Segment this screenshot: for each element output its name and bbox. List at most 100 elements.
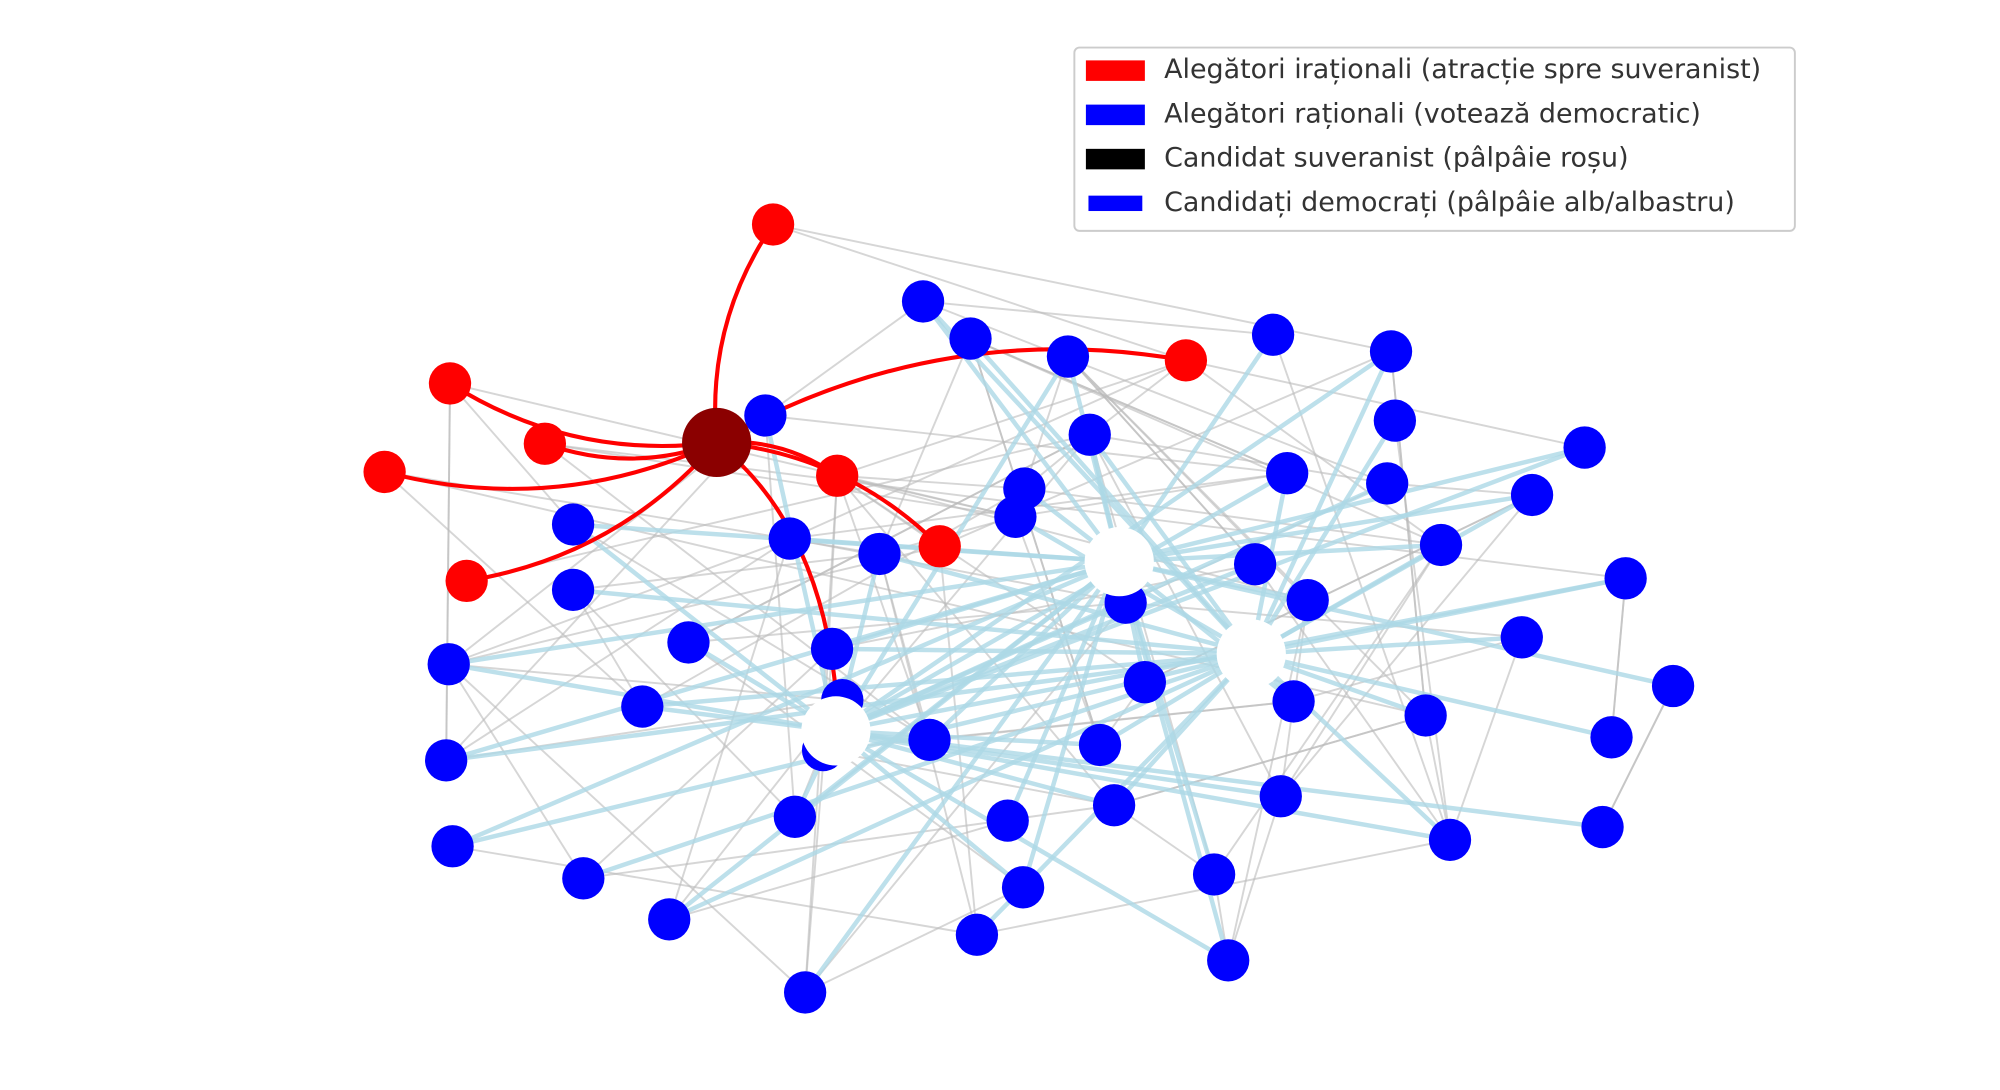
edge-democratic xyxy=(1118,559,1674,689)
rational-voter xyxy=(1500,616,1543,659)
rational-voter xyxy=(1286,578,1329,622)
edge-democratic xyxy=(571,522,838,733)
edge xyxy=(1449,636,1523,841)
edge-democratic xyxy=(1117,333,1275,563)
edge xyxy=(445,537,791,762)
irrational-voter xyxy=(523,422,567,465)
edge xyxy=(922,300,1388,485)
rational-voter xyxy=(1272,680,1315,723)
edge-democratic xyxy=(445,559,1120,763)
edge-democratic xyxy=(763,415,839,732)
edge xyxy=(1213,544,1442,876)
rational-voter xyxy=(1590,716,1633,759)
edge-democratic xyxy=(835,562,1256,733)
rational-voter xyxy=(427,643,470,686)
edge xyxy=(772,223,1392,353)
democratic-candidate xyxy=(801,696,871,766)
democratic-candidate xyxy=(1084,527,1154,597)
legend-label: Candidați democrați (pâlpâie alb/albastr… xyxy=(1164,187,1735,218)
legend-swatch xyxy=(1085,104,1145,126)
edge-democratic xyxy=(834,600,1127,733)
edge-democratic xyxy=(1249,419,1397,656)
edge-democratic xyxy=(1117,561,1231,961)
legend-label: Alegători iraționali (atracție spre suve… xyxy=(1164,54,1761,85)
edge xyxy=(383,471,643,708)
edge-democratic xyxy=(1087,433,1254,656)
rational-voter xyxy=(1419,523,1463,567)
rational-voter xyxy=(744,394,787,437)
rational-voter xyxy=(1366,462,1409,505)
edge xyxy=(1089,433,1388,485)
edge xyxy=(804,886,1024,994)
sovereignist-candidate xyxy=(682,407,752,478)
edge xyxy=(448,545,940,666)
rational-voter xyxy=(1233,543,1277,586)
edge xyxy=(448,663,806,994)
irrational-voter xyxy=(816,454,859,497)
edge-democratic xyxy=(1119,542,1442,564)
edge-democratic xyxy=(451,559,1121,849)
edge xyxy=(1067,355,1256,565)
edge-democratic xyxy=(834,728,1230,963)
rational-voter xyxy=(1123,661,1167,704)
legend-swatch xyxy=(1085,148,1145,170)
edge xyxy=(1293,636,1523,703)
rational-voter xyxy=(1092,784,1136,827)
edge xyxy=(836,474,1308,602)
edge xyxy=(1601,685,1674,828)
edge xyxy=(641,487,1025,708)
rational-voter xyxy=(431,825,474,868)
rational-voter xyxy=(1404,694,1447,737)
rational-voter xyxy=(1428,818,1472,862)
rational-voter xyxy=(1266,452,1309,495)
democratic-candidate xyxy=(1216,619,1286,689)
rational-voter xyxy=(648,898,691,941)
legend-label: Candidat suveranist (pâlpâie roșu) xyxy=(1164,143,1629,174)
rational-voter xyxy=(1563,426,1606,469)
irrational-voter xyxy=(363,450,406,494)
rational-voter xyxy=(901,280,945,323)
legend-swatch xyxy=(1085,60,1145,81)
irrational-voter xyxy=(445,559,488,603)
edge xyxy=(1254,563,1451,841)
rational-voter xyxy=(1369,330,1413,373)
rational-voter xyxy=(1373,399,1417,442)
edge xyxy=(1279,544,1442,797)
edge-democratic xyxy=(835,728,1603,830)
edge-democratic xyxy=(927,560,1121,742)
edge xyxy=(764,300,924,417)
rational-voter xyxy=(621,685,664,728)
rational-voter xyxy=(773,795,817,838)
rational-voter xyxy=(1068,413,1111,456)
edge-democratic xyxy=(1249,350,1394,655)
edge-sovereignist xyxy=(448,381,717,449)
edge-democratic xyxy=(667,559,1121,922)
rational-voter xyxy=(1207,939,1250,982)
rational-voter xyxy=(562,857,605,900)
rational-voter xyxy=(1651,664,1695,708)
edge-democratic xyxy=(1118,492,1533,564)
edge xyxy=(544,442,931,741)
edge xyxy=(1387,482,1533,496)
edge xyxy=(449,382,574,526)
rational-voter xyxy=(858,532,901,576)
edge-sovereignist xyxy=(466,441,719,583)
legend-swatch xyxy=(1088,195,1143,212)
legend-frame xyxy=(1073,46,1796,232)
edge xyxy=(572,553,880,591)
legend: Alegători iraționali (atracție spre suve… xyxy=(1073,46,1796,232)
edge xyxy=(970,337,1288,475)
edge xyxy=(1024,487,1442,546)
edge-sovereignist xyxy=(384,440,718,491)
edge xyxy=(970,337,1442,546)
edge xyxy=(447,663,585,879)
rational-voter xyxy=(1259,775,1302,818)
edge-democratic xyxy=(834,729,1025,890)
edge xyxy=(452,845,978,936)
rational-voter xyxy=(1046,335,1090,378)
rational-voter xyxy=(1001,866,1045,909)
edge-democratic xyxy=(1005,560,1122,822)
irrational-voter xyxy=(751,203,795,246)
